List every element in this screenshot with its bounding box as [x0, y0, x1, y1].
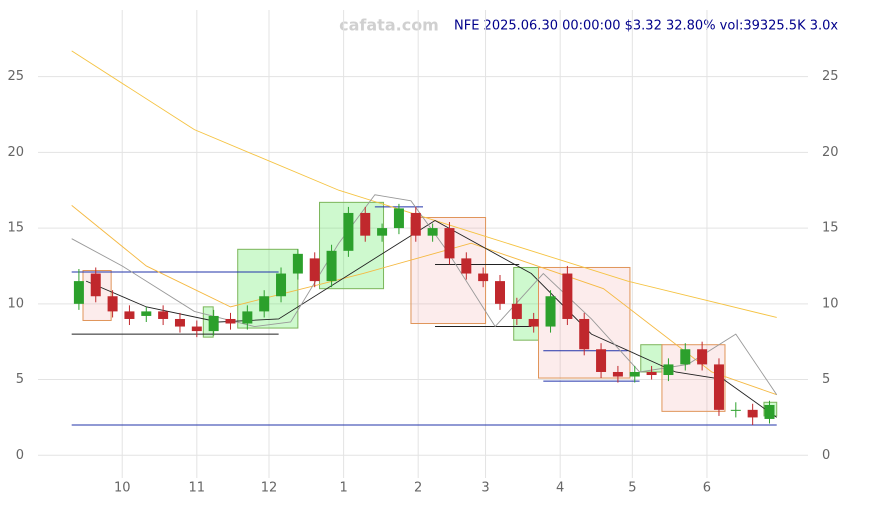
candle-body	[158, 311, 169, 319]
candle-body	[360, 212, 371, 236]
candle-body	[309, 258, 320, 282]
candle-body	[596, 349, 607, 372]
candle-body	[612, 371, 623, 377]
candle-body	[174, 318, 185, 327]
candle-body	[427, 228, 438, 236]
candle-body	[259, 296, 270, 312]
candle-body	[713, 364, 724, 410]
candle-body	[225, 318, 236, 324]
candle-body	[377, 228, 388, 236]
x-tick-label: 4	[556, 481, 564, 496]
candle-body	[730, 409, 741, 411]
y-tick-label: 10	[7, 296, 24, 311]
indicator-line	[71, 205, 777, 396]
y-tick-label-right: 25	[822, 69, 839, 84]
candle-body	[663, 364, 674, 376]
y-tick-label-right: 0	[822, 448, 830, 463]
candle-body	[764, 404, 775, 419]
x-tick-label: 12	[261, 481, 278, 496]
candle-body	[292, 253, 303, 274]
y-tick-label: 15	[7, 221, 24, 236]
candle-body	[191, 326, 202, 332]
candle-body	[141, 311, 152, 316]
y-tick-label: 25	[7, 69, 24, 84]
x-tick-label: 2	[414, 481, 422, 496]
indicator-line	[85, 220, 777, 418]
candle-body	[276, 273, 287, 297]
y-tick-label: 5	[16, 372, 24, 387]
y-tick-label-right: 10	[822, 296, 839, 311]
candle-body	[511, 303, 522, 319]
candle-body	[73, 281, 84, 304]
candle-body	[410, 212, 421, 236]
x-tick-label: 5	[628, 481, 636, 496]
candle-body	[495, 281, 505, 304]
candle-body	[326, 250, 337, 282]
candle-body	[393, 208, 404, 229]
candle-body	[680, 349, 691, 365]
candle-body	[242, 311, 253, 324]
candle-body	[629, 371, 640, 377]
x-tick-label: 11	[189, 481, 206, 496]
candle-body	[579, 318, 590, 350]
candle-body	[124, 311, 135, 319]
candle-body	[107, 296, 118, 312]
candle-body	[461, 258, 472, 274]
y-tick-label-right: 20	[822, 145, 839, 160]
x-tick-label: 1	[339, 481, 347, 496]
candle-body	[562, 273, 573, 319]
chart-title: NFE 2025.06.30 00:00:00 $3.32 32.80% vol…	[454, 19, 838, 34]
candle-body	[528, 318, 539, 327]
candle-body	[444, 228, 455, 259]
watermark: cafata.com	[339, 16, 439, 35]
x-tick-label: 6	[703, 481, 711, 496]
candle-body	[545, 296, 556, 327]
y-tick-label-right: 5	[822, 372, 830, 387]
y-tick-label: 0	[16, 448, 24, 463]
candle-body	[343, 212, 354, 251]
candle-body	[697, 349, 708, 365]
candle-body	[478, 273, 489, 282]
x-tick-label: 10	[114, 481, 131, 496]
candle-body	[646, 371, 657, 376]
y-tick-label-right: 15	[822, 221, 839, 236]
candle-body	[90, 273, 101, 297]
candle-body	[747, 409, 758, 418]
x-tick-label: 3	[481, 481, 489, 496]
candle-body	[208, 315, 219, 332]
y-tick-label: 20	[7, 145, 24, 160]
